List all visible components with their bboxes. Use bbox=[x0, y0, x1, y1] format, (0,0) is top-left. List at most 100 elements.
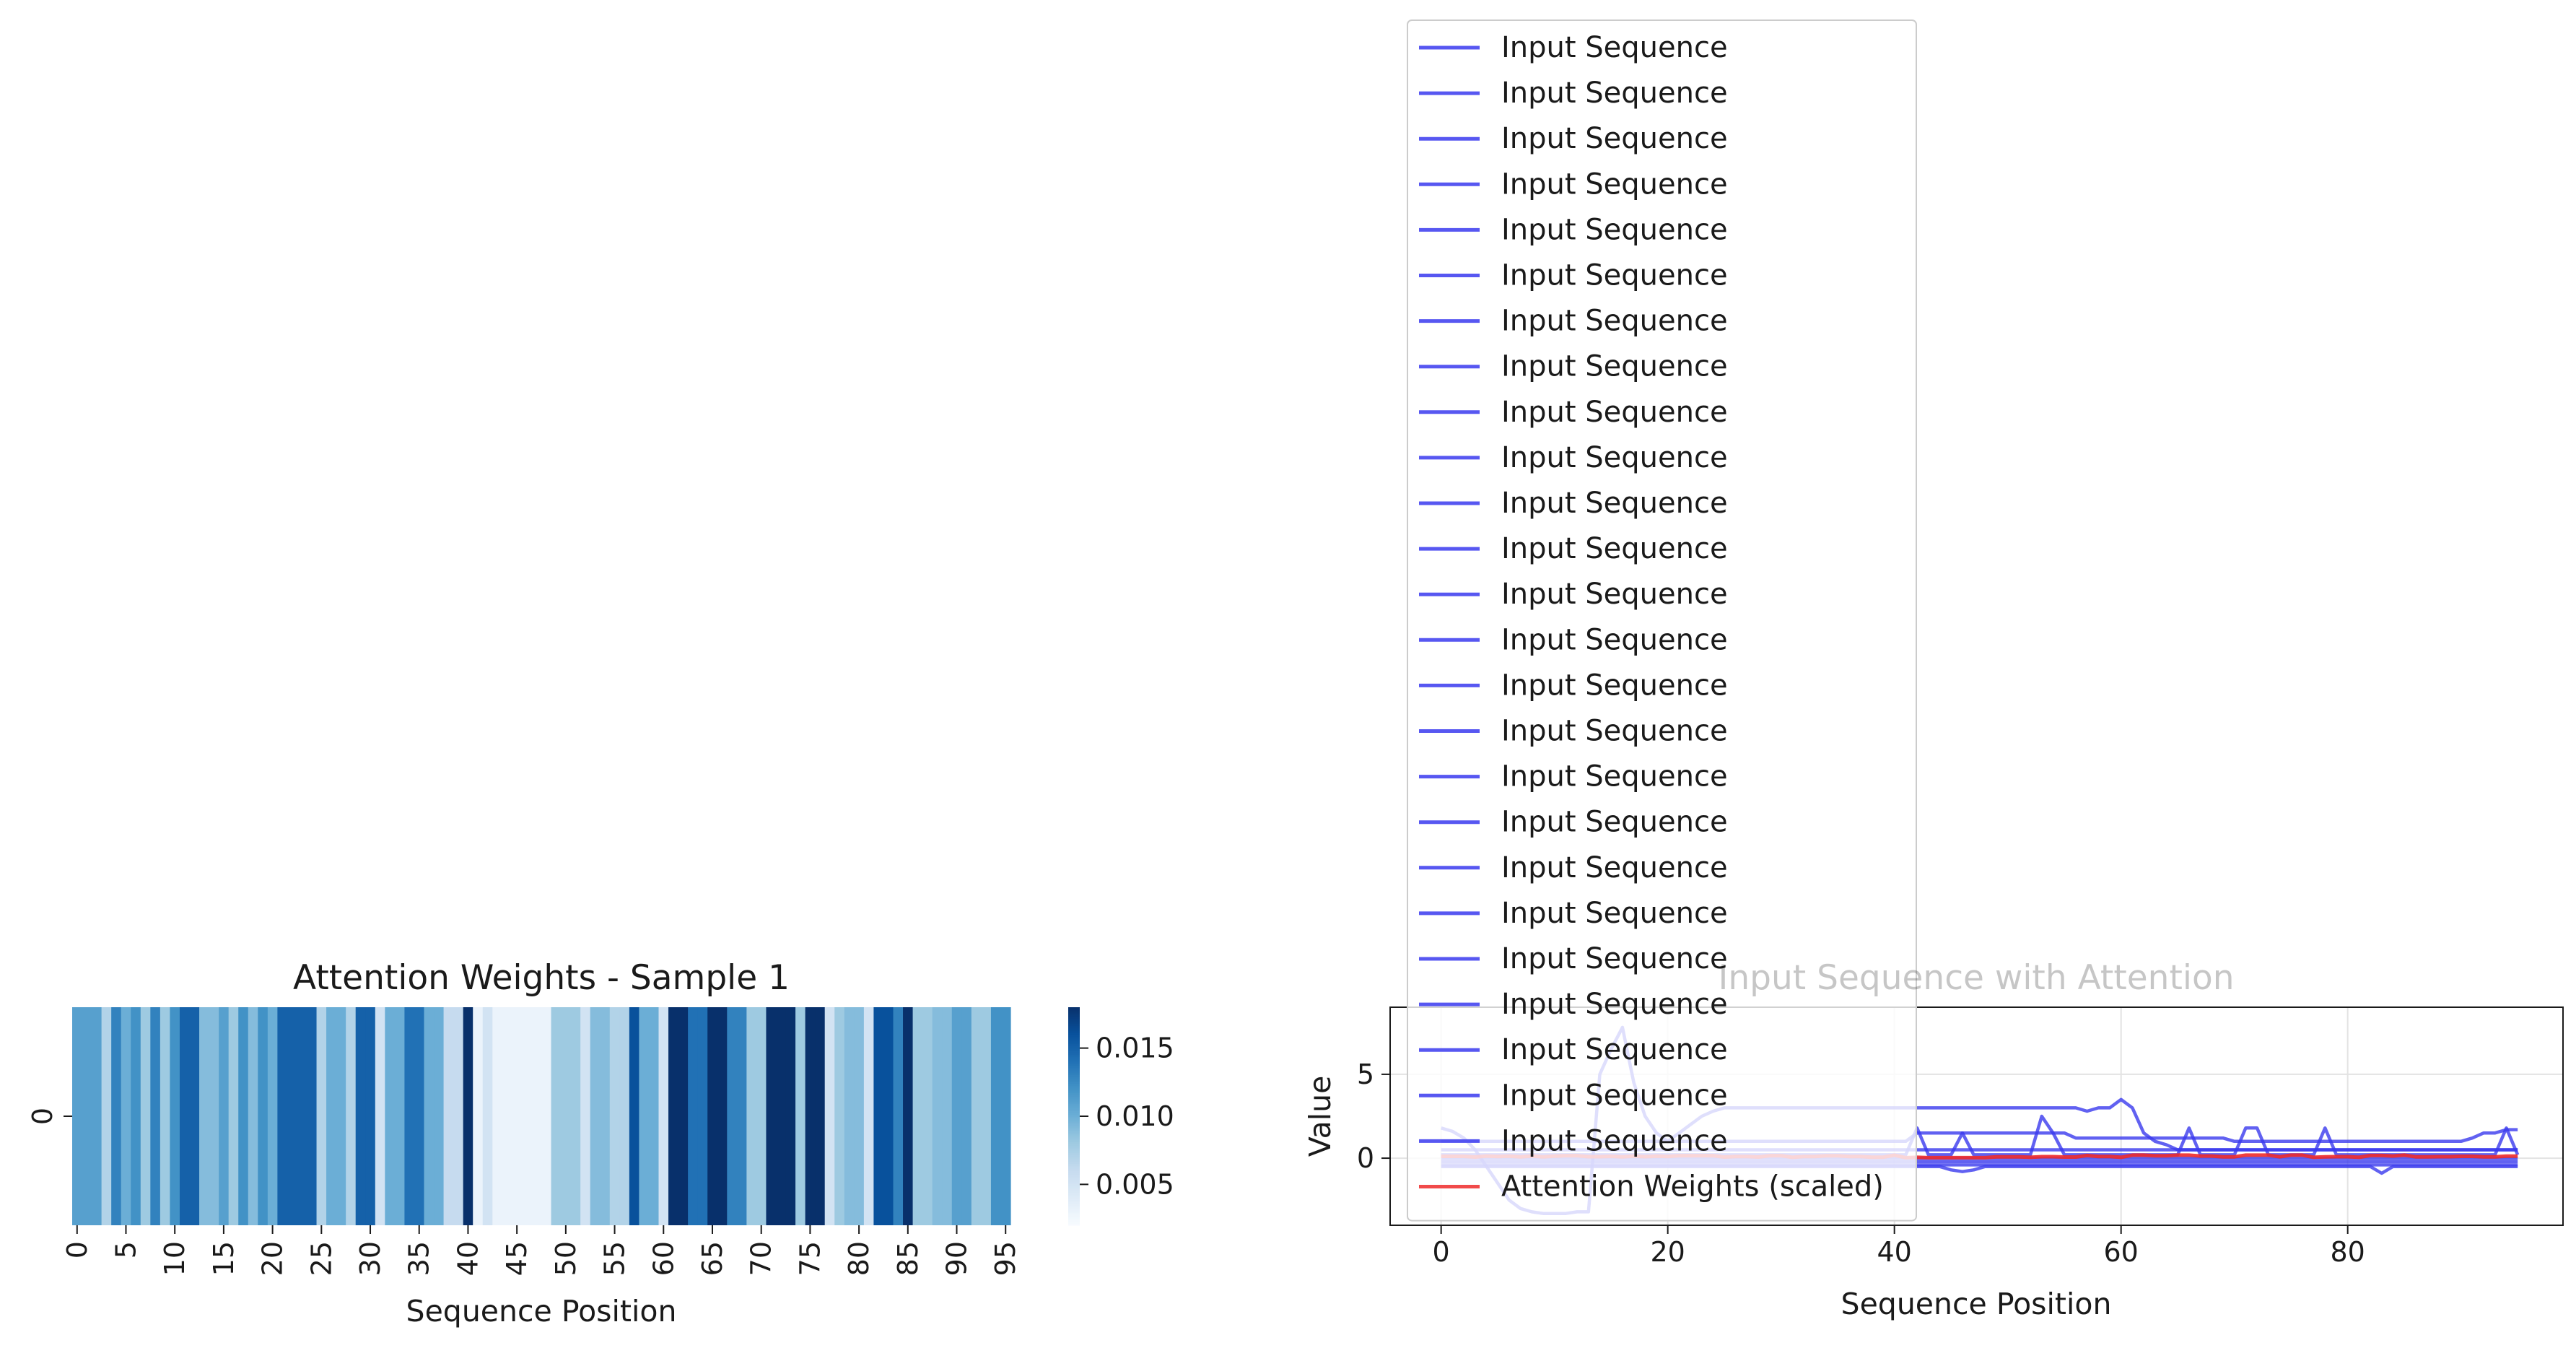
colorbar-segment bbox=[1068, 1181, 1080, 1184]
heatmap-cell bbox=[385, 1007, 396, 1225]
heatmap-cell bbox=[531, 1007, 542, 1225]
heatmap-cell bbox=[707, 1007, 718, 1225]
legend-label: Input Sequence bbox=[1501, 578, 1728, 611]
legend-label: Input Sequence bbox=[1501, 897, 1728, 930]
heatmap-cell bbox=[961, 1007, 972, 1225]
heatmap-x-tick-label: 55 bbox=[599, 1241, 631, 1276]
heatmap-cell bbox=[492, 1007, 503, 1225]
colorbar-segment bbox=[1068, 1120, 1080, 1123]
colorbar-segment bbox=[1068, 1178, 1080, 1180]
legend-label: Input Sequence bbox=[1501, 1079, 1728, 1112]
legend-label: Input Sequence bbox=[1501, 259, 1728, 292]
heatmap-cell bbox=[736, 1007, 747, 1225]
colorbar-segment bbox=[1068, 1136, 1080, 1139]
colorbar-segment bbox=[1068, 1012, 1080, 1015]
heatmap-cell bbox=[521, 1007, 533, 1225]
colorbar-segment bbox=[1068, 1209, 1080, 1212]
heatmap-cell bbox=[688, 1007, 699, 1225]
legend-label: Input Sequence bbox=[1501, 760, 1728, 793]
colorbar-segment bbox=[1068, 1156, 1080, 1159]
heatmap-cell bbox=[883, 1007, 894, 1225]
heatmap-x-tick-label: 70 bbox=[746, 1241, 777, 1276]
heatmap-cell bbox=[815, 1007, 826, 1225]
colorbar-segment bbox=[1068, 1030, 1080, 1033]
heatmap-title: Attention Weights - Sample 1 bbox=[293, 958, 790, 998]
heatmap-cell bbox=[834, 1007, 845, 1225]
colorbar-segment bbox=[1068, 1059, 1080, 1063]
colorbar-segment bbox=[1068, 1129, 1080, 1131]
heatmap-cell bbox=[111, 1007, 122, 1225]
heatmap-y-ticks: 0 bbox=[27, 1108, 72, 1125]
colorbar-segment bbox=[1068, 1023, 1080, 1026]
colorbar-segment bbox=[1068, 1187, 1080, 1190]
heatmap-cell bbox=[893, 1007, 904, 1225]
heatmap-cell bbox=[482, 1007, 493, 1225]
heatmap-cell bbox=[150, 1007, 161, 1225]
colorbar-segment bbox=[1068, 1154, 1080, 1157]
colorbar-segment bbox=[1068, 1040, 1080, 1043]
heatmap-cell bbox=[570, 1007, 581, 1225]
line-title: Input Sequence with Attention bbox=[1719, 958, 2235, 998]
colorbar-segment bbox=[1068, 1203, 1080, 1206]
colorbar-segment bbox=[1068, 1185, 1080, 1188]
legend-label: Input Sequence bbox=[1501, 350, 1728, 383]
heatmap-cell bbox=[121, 1007, 131, 1225]
colorbar-segment bbox=[1068, 1090, 1080, 1093]
colorbar-segment bbox=[1068, 1174, 1080, 1177]
heatmap-x-tick-label: 95 bbox=[990, 1241, 1021, 1276]
colorbar-segment bbox=[1068, 1138, 1080, 1141]
heatmap-cell bbox=[248, 1007, 258, 1225]
colorbar-segment bbox=[1068, 1100, 1080, 1103]
colorbar-segment bbox=[1068, 1121, 1080, 1124]
heatmap-cell bbox=[189, 1007, 200, 1225]
colorbar-segment bbox=[1068, 1134, 1080, 1137]
heatmap-x-tick-label: 10 bbox=[159, 1241, 191, 1276]
colorbar-segment bbox=[1068, 1216, 1080, 1219]
colorbar-segment bbox=[1068, 1132, 1080, 1135]
colorbar-segment bbox=[1068, 1014, 1080, 1017]
colorbar-segment bbox=[1068, 1127, 1080, 1130]
colorbar-segment bbox=[1068, 1047, 1080, 1050]
colorbar-segment bbox=[1068, 1072, 1080, 1075]
heatmap-cell bbox=[394, 1007, 406, 1225]
colorbar-segment bbox=[1068, 1065, 1080, 1068]
heatmap-cell bbox=[228, 1007, 239, 1225]
heatmap-cell bbox=[355, 1007, 366, 1225]
heatmap-cell bbox=[854, 1007, 865, 1225]
heatmap-cell bbox=[776, 1007, 787, 1225]
heatmap-cell bbox=[600, 1007, 611, 1225]
line-y-tick-label: 0 bbox=[1357, 1142, 1374, 1174]
line-x-tick-label: 60 bbox=[2104, 1236, 2139, 1268]
colorbar-segment bbox=[1068, 1167, 1080, 1170]
colorbar-segment bbox=[1068, 1196, 1080, 1199]
legend-label: Input Sequence bbox=[1501, 806, 1728, 839]
colorbar-segment bbox=[1068, 1029, 1080, 1032]
heatmap-cell bbox=[541, 1007, 552, 1225]
colorbar-segment bbox=[1068, 1018, 1080, 1021]
heatmap-cell bbox=[326, 1007, 337, 1225]
colorbar-segment bbox=[1068, 1045, 1080, 1048]
legend-label: Input Sequence bbox=[1501, 396, 1728, 429]
heatmap-cell bbox=[922, 1007, 933, 1225]
heatmap-cell bbox=[697, 1007, 708, 1225]
heatmap-cell bbox=[131, 1007, 141, 1225]
colorbar-segment bbox=[1068, 1110, 1080, 1113]
colorbar-segment bbox=[1068, 1016, 1080, 1019]
colorbar-segment bbox=[1068, 1147, 1080, 1149]
heatmap-cell bbox=[971, 1007, 982, 1225]
heatmap-cell bbox=[981, 1007, 992, 1225]
colorbar-segment bbox=[1068, 1036, 1080, 1039]
heatmap-cell bbox=[932, 1007, 943, 1225]
legend-label: Input Sequence bbox=[1501, 851, 1728, 884]
colorbar-segment bbox=[1068, 1125, 1080, 1128]
colorbar: 0.005 0.010 0.015 bbox=[1068, 1007, 1174, 1226]
colorbar-segment bbox=[1068, 1094, 1080, 1097]
colorbar-segment bbox=[1068, 1223, 1080, 1226]
heatmap-cell bbox=[863, 1007, 875, 1225]
colorbar-segment bbox=[1068, 1150, 1080, 1153]
colorbar-segment bbox=[1068, 1176, 1080, 1179]
heatmap-cell bbox=[404, 1007, 415, 1225]
colorbar-segment bbox=[1068, 1118, 1080, 1121]
colorbar-segment bbox=[1068, 1161, 1080, 1165]
